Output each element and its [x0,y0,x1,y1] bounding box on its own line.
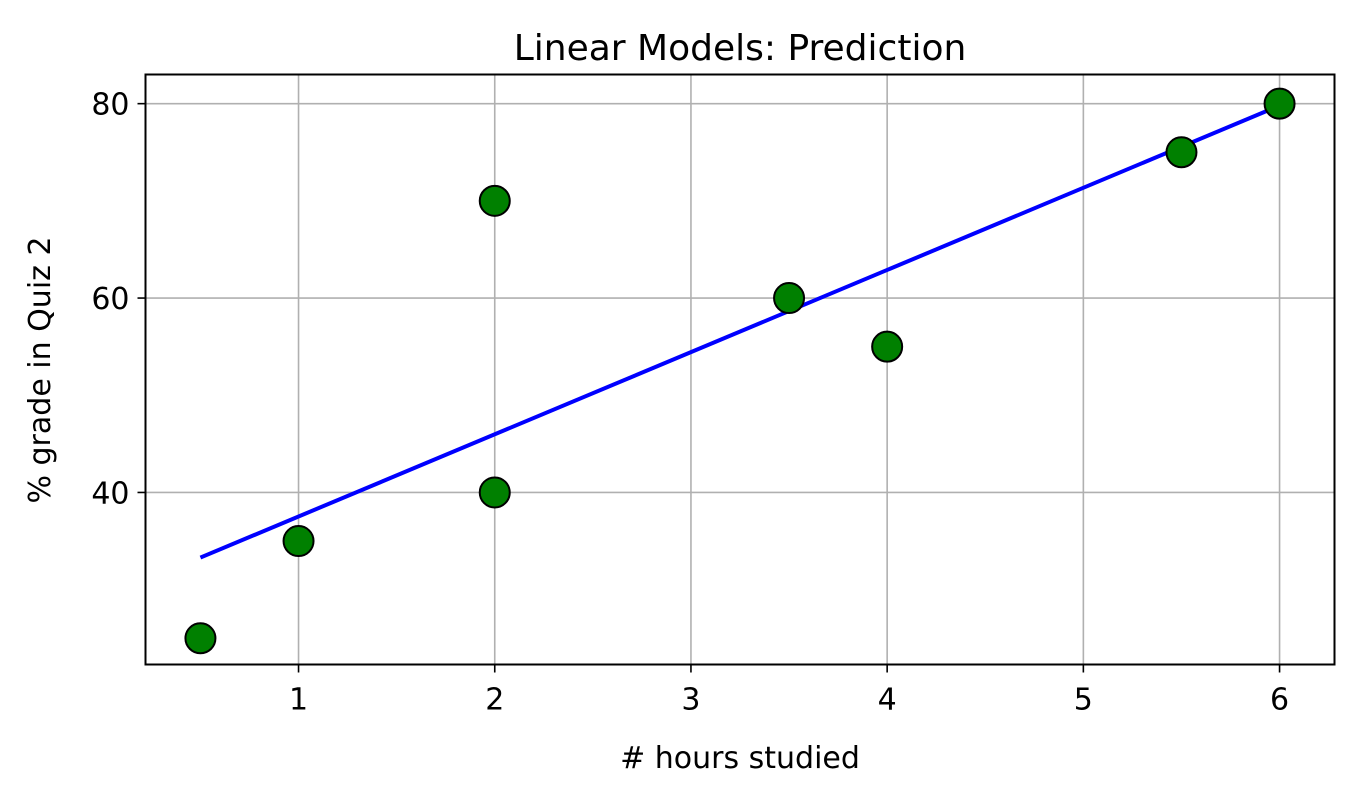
y-tick-label: 80 [91,88,129,123]
x-tick-label: 3 [681,683,700,718]
data-point [478,476,511,509]
fit-line [199,103,1281,560]
data-point [773,282,806,315]
data-point [184,622,217,655]
x-tick-label: 1 [289,683,308,718]
data-point [871,330,904,363]
x-tick-label: 2 [485,683,504,718]
x-tick-label: 5 [1074,683,1093,718]
x-axis-label: # hours studied [620,741,860,776]
y-tick-label: 60 [91,282,129,317]
x-tick-label: 6 [1270,683,1289,718]
chart-title: Linear Models: Prediction [514,28,967,69]
y-tick-label: 40 [91,476,129,511]
x-tick-label: 4 [878,683,897,718]
data-point [1263,87,1296,120]
plot-frame [144,73,1336,666]
y-ticks: 40 60 80 [91,88,146,511]
fit-line-group [199,103,1281,560]
data-point [1165,136,1198,169]
scatter-points [184,87,1296,655]
grid-lines [145,74,1335,665]
data-point [478,184,511,217]
y-axis-label: % grade in Quiz 2 [23,236,58,503]
x-ticks: 1 2 3 4 5 6 [289,664,1289,718]
data-point [282,525,315,558]
